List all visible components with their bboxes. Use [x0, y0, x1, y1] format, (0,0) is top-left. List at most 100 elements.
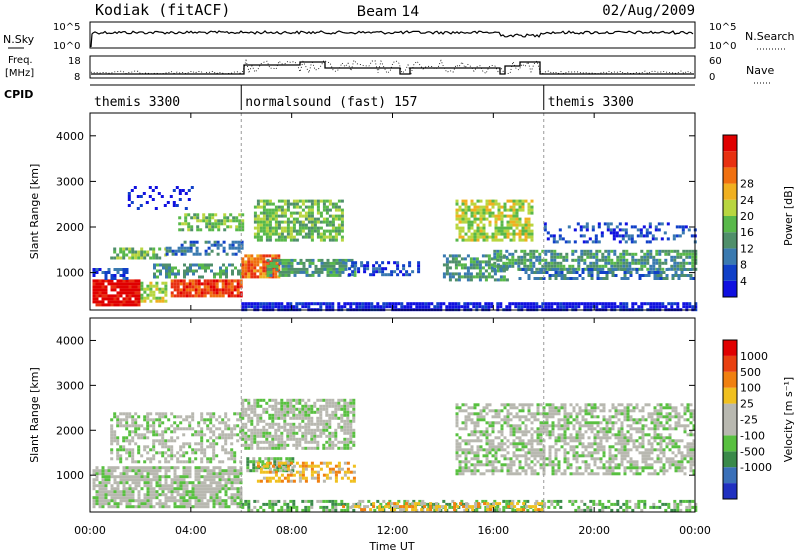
echo-cell	[224, 448, 228, 452]
echo-cell	[602, 433, 606, 437]
echo-cell	[92, 279, 96, 283]
echo-cell	[351, 264, 355, 268]
echo-cell	[541, 264, 545, 268]
echo-cell	[113, 466, 117, 470]
echo-cell	[176, 427, 180, 431]
echo-cell	[259, 211, 263, 215]
echo-cell	[207, 246, 211, 250]
echo-cell	[290, 261, 294, 265]
echo-cell	[553, 258, 557, 262]
echo-cell	[491, 463, 495, 467]
echo-cell	[185, 472, 189, 476]
echo-cell	[645, 231, 649, 235]
echo-cell	[500, 469, 504, 473]
echo-cell	[119, 268, 123, 271]
echo-cell	[458, 469, 462, 473]
echo-cell	[170, 478, 174, 482]
echo-cell	[536, 451, 540, 455]
echo-cell	[340, 407, 344, 411]
echo-cell	[155, 253, 159, 257]
echo-cell	[158, 442, 162, 446]
echo-cell	[149, 412, 153, 416]
echo-cell	[271, 422, 275, 426]
echo-cell	[596, 274, 600, 277]
echo-cell	[643, 258, 647, 262]
echo-cell	[212, 282, 216, 286]
echo-cell	[612, 228, 616, 232]
echo-cell	[352, 440, 356, 444]
colorbar-tick-label: 24	[740, 194, 754, 207]
echo-cell	[283, 419, 287, 423]
echo-cell	[152, 293, 156, 297]
echo-cell	[155, 493, 159, 497]
echo-cell	[521, 439, 525, 443]
echo-cell	[295, 199, 299, 203]
echo-cell	[394, 302, 398, 306]
echo-cell	[185, 499, 189, 503]
echo-cell	[472, 257, 476, 261]
echo-cell	[265, 407, 269, 411]
echo-cell	[107, 297, 111, 301]
echo-cell	[239, 291, 243, 295]
echo-cell	[161, 445, 165, 449]
echo-cell	[467, 226, 471, 230]
echo-cell	[164, 299, 168, 303]
echo-cell	[608, 460, 612, 464]
echo-cell	[295, 202, 299, 206]
echo-cell	[639, 231, 643, 235]
echo-cell	[292, 211, 296, 215]
echo-cell	[161, 484, 165, 488]
echo-cell	[527, 217, 531, 221]
echo-cell	[497, 469, 501, 473]
echo-cell	[188, 505, 192, 509]
echo-cell	[569, 403, 573, 407]
echo-cell	[116, 505, 120, 509]
echo-cell	[185, 285, 189, 289]
echo-cell	[512, 445, 516, 449]
echo-cell	[179, 484, 183, 488]
echo-cell	[476, 226, 480, 230]
echo-cell	[247, 401, 251, 405]
echo-cell	[325, 434, 329, 438]
echo-cell	[110, 442, 114, 446]
echo-cell	[116, 439, 120, 443]
echo-cell	[104, 279, 108, 283]
echo-cell	[218, 291, 222, 295]
echo-cell	[566, 424, 570, 428]
echo-cell	[325, 419, 329, 423]
echo-cell	[508, 258, 512, 262]
echo-cell	[253, 398, 257, 402]
echo-cell	[247, 260, 251, 264]
echo-cell	[292, 416, 296, 420]
echo-cell	[527, 268, 531, 271]
echo-cell	[488, 442, 492, 446]
echo-cell	[527, 229, 531, 233]
echo-cell	[599, 427, 603, 431]
echo-cell	[502, 255, 506, 259]
echo-cell	[496, 278, 500, 282]
echo-cell	[168, 275, 171, 279]
echo-cell	[314, 270, 318, 274]
echo-cell	[170, 493, 174, 497]
echo-cell	[512, 433, 516, 437]
echo-cell	[469, 302, 473, 306]
echo-cell	[265, 476, 269, 480]
echo-cell	[515, 445, 519, 449]
echo-cell	[340, 398, 344, 402]
echo-cell	[481, 266, 485, 270]
echo-cell	[224, 472, 228, 476]
echo-cell	[493, 257, 497, 261]
echo-cell	[137, 484, 141, 488]
echo-cell	[325, 425, 329, 429]
echo-cell	[458, 427, 462, 431]
echo-cell	[643, 264, 647, 268]
echo-cell	[476, 199, 480, 203]
echo-cell	[191, 415, 195, 419]
echo-cell	[361, 305, 365, 309]
echo-cell	[184, 216, 188, 220]
echo-cell	[593, 457, 597, 461]
echo-cell	[458, 448, 462, 452]
echo-cell	[509, 412, 513, 416]
echo-cell	[172, 201, 176, 204]
echo-cell	[485, 211, 489, 215]
